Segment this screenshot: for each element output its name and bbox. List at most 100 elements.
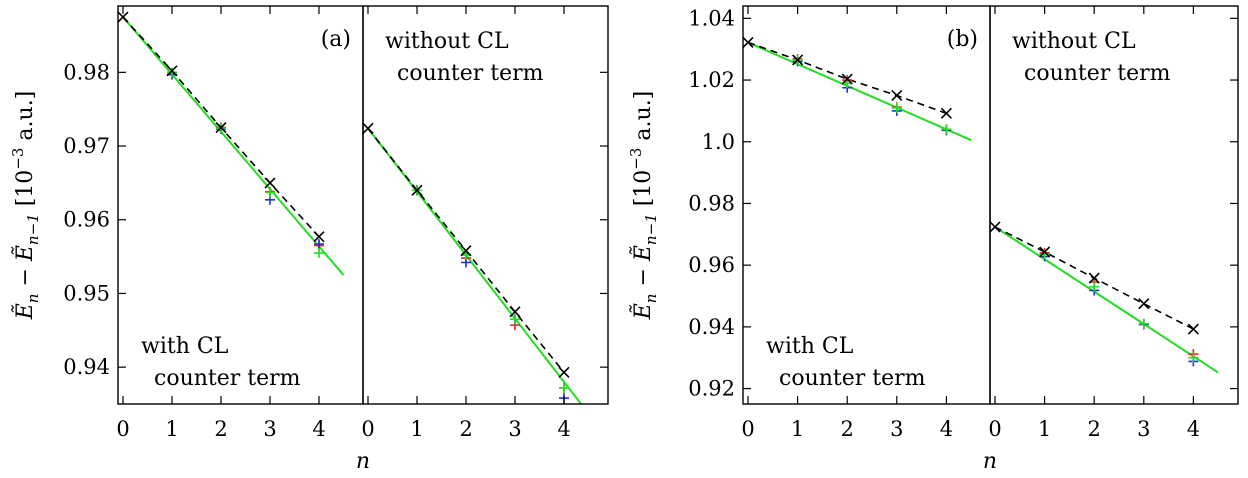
ylabel-energy-2: Ẽ <box>10 245 38 262</box>
x-tick-label: 4 <box>557 417 570 441</box>
x-tick-label: 1 <box>1038 417 1051 441</box>
x-tick-label: 2 <box>841 417 854 441</box>
ylabel-sub-2: n−1 <box>24 213 42 245</box>
x-tick-label: 1 <box>165 417 178 441</box>
ylabel-units-post: a.u.] <box>13 91 38 148</box>
x-marker <box>166 65 178 77</box>
ylabel-exponent: −3 <box>9 148 27 170</box>
x-marker <box>215 122 227 134</box>
x-marker <box>1039 246 1051 258</box>
annotation-line-2: counter term <box>397 61 544 86</box>
panel-4: 0 1 2 3 4 without CL counter term <box>988 5 1239 441</box>
x-tick-label: 4 <box>940 417 953 441</box>
ylabel-exponent: −3 <box>627 148 645 170</box>
x-marker <box>118 11 129 23</box>
plus-marker <box>1138 318 1149 329</box>
panel-frame <box>989 5 1239 405</box>
y-tick-label: 0.97 <box>63 134 110 158</box>
green-fit-line <box>122 16 345 276</box>
panel-2: 0 1 2 3 4 without CL counter term <box>361 5 609 441</box>
x-tick-label: 2 <box>1088 417 1101 441</box>
x-marker <box>743 36 754 48</box>
x-marker <box>509 306 521 318</box>
plus-marker <box>1089 281 1100 292</box>
y-tick-label: 1.02 <box>688 68 735 92</box>
x-tick-label: 3 <box>1137 417 1150 441</box>
annotation-line-1: with CL <box>766 334 854 359</box>
y-axis-title-text: Ẽn − Ẽn−1 [10−3 a.u.] <box>627 91 660 321</box>
x-marker <box>558 366 570 378</box>
x-axis-title: n <box>983 449 997 474</box>
x-tick-label: 3 <box>263 417 276 441</box>
x-marker <box>891 89 903 102</box>
x-tick-label: 4 <box>1187 417 1200 441</box>
panel-1: 0 1 2 3 4 0.94 0.95 0.96 0.97 0.98 n (a) with CL coun… <box>63 5 370 474</box>
y-axis-title-left: Ẽn − Ẽn−1 [10−3 a.u.] <box>9 91 42 321</box>
ylabel-units-pre: [10 <box>13 170 38 214</box>
green-fit-line <box>994 226 1219 374</box>
x-tick-label: 4 <box>312 417 325 441</box>
ylabel-sub-1: n <box>24 294 42 304</box>
y-tick-label: 1.04 <box>688 6 735 30</box>
plus-marker <box>510 314 520 325</box>
plus-marker <box>941 124 952 135</box>
ylabel-units-post: a.u.] <box>631 91 656 148</box>
plus-marker <box>314 239 324 250</box>
plot-panels: 0 1 2 3 4 0.94 0.95 0.96 0.97 0.98 n (a) with CL coun… <box>63 5 1239 474</box>
panel-label: (b) <box>947 27 978 52</box>
panel-label: (a) <box>321 27 351 52</box>
plus-marker <box>167 67 177 78</box>
annotation-line-1: with CL <box>141 334 229 359</box>
x-marker <box>990 221 1001 233</box>
x-marker <box>264 177 276 189</box>
x-tick-label: 2 <box>214 417 227 441</box>
plot-area <box>118 11 345 276</box>
x-tick-label: 0 <box>361 417 374 441</box>
ylabel-units-pre: [10 <box>631 170 656 214</box>
y-tick-label: 1.0 <box>702 130 735 154</box>
y-tick-label: 0.94 <box>63 355 110 379</box>
plot-area <box>743 36 972 142</box>
x-marker <box>363 122 374 134</box>
x-marker <box>940 107 952 119</box>
x-tick-label: 1 <box>410 417 423 441</box>
x-tick-label: 1 <box>791 417 804 441</box>
x-tick-label: 2 <box>459 417 472 441</box>
ylabel-energy-2: Ẽ <box>628 245 656 262</box>
y-axis-title-right: Ẽn − Ẽn−1 [10−3 a.u.] <box>627 91 660 321</box>
plus-marker <box>1188 352 1199 363</box>
y-axis-title-text: Ẽn − Ẽn−1 [10−3 a.u.] <box>9 91 42 321</box>
panel-frame <box>362 5 609 405</box>
plus-marker <box>314 247 324 258</box>
panel-3: 0 1 2 3 4 0.92 0.94 0.96 0.98 1.0 1.02 1.04 n (b) with… <box>688 5 997 474</box>
x-marker <box>313 231 325 243</box>
plus-marker <box>559 382 569 393</box>
x-axis-title: n <box>356 449 370 474</box>
x-tick-label: 0 <box>741 417 754 441</box>
x-tick-label: 0 <box>988 417 1001 441</box>
annotation-line-2: counter term <box>779 366 926 391</box>
ylabel-energy-1: Ẽ <box>10 303 38 320</box>
ylabel-minus: − <box>631 261 656 293</box>
x-tick-label: 3 <box>508 417 521 441</box>
x-marker <box>792 54 804 66</box>
x-marker <box>1088 272 1100 284</box>
ylabel-sub-2: n−1 <box>642 213 660 245</box>
x-marker <box>1138 298 1150 310</box>
annotation-line-1: without CL <box>1012 29 1136 54</box>
ylabel-sub-1: n <box>642 294 660 304</box>
x-marker <box>460 245 472 257</box>
y-tick-label: 0.95 <box>63 281 110 305</box>
plot-area <box>363 122 583 404</box>
y-tick-label: 0.98 <box>63 60 110 84</box>
annotation-line-1: without CL <box>385 29 509 54</box>
y-tick-label: 0.98 <box>688 191 735 215</box>
y-tick-label: 0.96 <box>63 208 110 232</box>
plot-area <box>990 221 1219 374</box>
green-fit-line <box>747 41 972 142</box>
y-tick-label: 0.94 <box>688 315 735 339</box>
annotation-line-2: counter term <box>1024 61 1171 86</box>
plus-marker <box>891 102 902 113</box>
annotation-line-2: counter term <box>154 366 301 391</box>
ylabel-energy-1: Ẽ <box>628 303 656 320</box>
